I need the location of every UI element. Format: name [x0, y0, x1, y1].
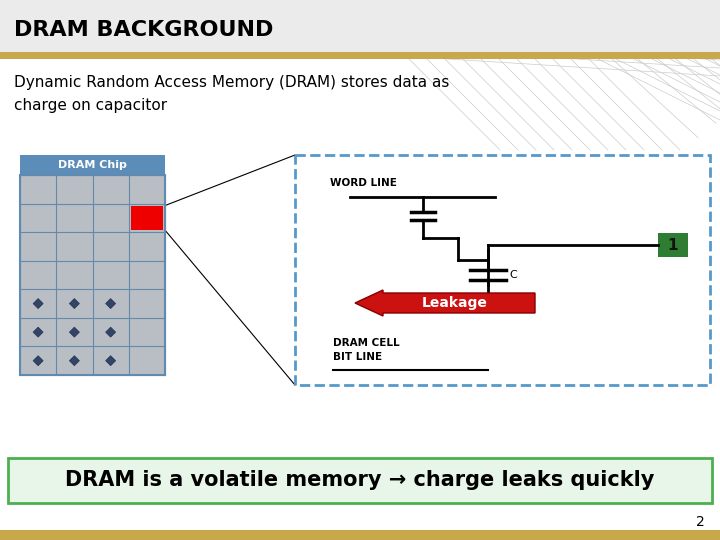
Text: DRAM CELL: DRAM CELL [333, 338, 400, 348]
Bar [0, 52, 720, 59]
Polygon shape [69, 327, 79, 337]
Text: DRAM BACKGROUND: DRAM BACKGROUND [14, 20, 274, 40]
Polygon shape [33, 327, 43, 337]
Polygon shape [33, 356, 43, 366]
Text: C: C [510, 270, 517, 280]
Text: 2: 2 [696, 515, 704, 529]
Text: DRAM Chip: DRAM Chip [58, 160, 127, 170]
Bar [295, 155, 710, 385]
Text: Dynamic Random Access Memory (DRAM) stores data as
charge on capacitor: Dynamic Random Access Memory (DRAM) stor… [14, 75, 449, 113]
Bar [131, 206, 163, 230]
Text: BIT LINE: BIT LINE [333, 352, 382, 362]
Polygon shape [106, 356, 116, 366]
Bar [658, 233, 688, 257]
Text: DRAM is a volatile memory → charge leaks quickly: DRAM is a volatile memory → charge leaks… [66, 470, 654, 490]
Polygon shape [106, 299, 116, 308]
Polygon shape [106, 327, 116, 337]
Bar [8, 458, 712, 503]
Bar [0, 0, 720, 52]
Polygon shape [69, 356, 79, 366]
Bar [20, 175, 165, 375]
Text: 1: 1 [667, 238, 678, 253]
Bar [20, 155, 165, 175]
Bar [0, 530, 720, 540]
Text: Leakage: Leakage [422, 296, 488, 310]
FancyArrow shape [355, 290, 535, 316]
Polygon shape [33, 299, 43, 308]
Polygon shape [69, 299, 79, 308]
Text: WORD LINE: WORD LINE [330, 178, 397, 188]
